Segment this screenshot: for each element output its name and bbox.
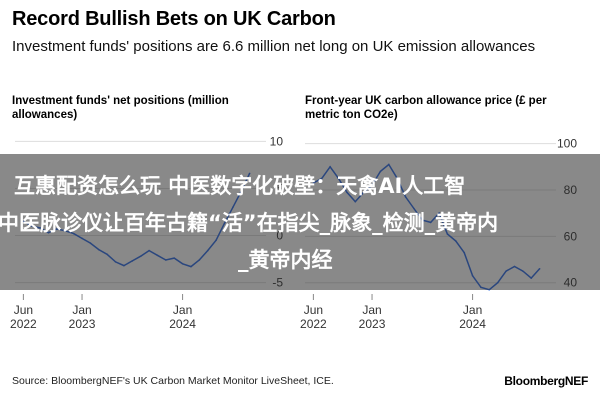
x-tick-label: Jun <box>14 303 33 317</box>
x-tick-label: Jan <box>72 303 91 317</box>
source-note: Source: BloombergNEF's UK Carbon Market … <box>12 375 334 387</box>
x-tick-label: 2024 <box>459 317 486 331</box>
panel-2-title-line2: metric ton CO2e) <box>305 109 398 121</box>
overlay-text-line-2[interactable]: 中医脉诊仪让百年古籍“活”在指尖_脉象_检测_黄帝内 <box>0 211 499 235</box>
ad-overlay-banner[interactable] <box>0 154 600 290</box>
panel-1-title-line1: Investment funds' net positions (million <box>12 95 229 107</box>
x-tick-label: Jan <box>173 303 192 317</box>
overlay-text-line-1[interactable]: 互惠配资怎么玩 中医数字化破壁：天禽AI人工智 <box>14 174 466 198</box>
bloombergnef-logo: BloombergNEF <box>504 374 588 388</box>
overlay-text-line-3[interactable]: _黄帝内经 <box>238 248 333 272</box>
x-tick-label: 2022 <box>10 317 37 331</box>
panel-1-title-line2: allowances) <box>12 109 77 121</box>
x-tick-label: 2023 <box>359 317 386 331</box>
x-tick-label: 2023 <box>69 317 96 331</box>
panel-2-title-line1: Front-year UK carbon allowance price (£ … <box>305 95 547 107</box>
x-tick-label: 2024 <box>169 317 196 331</box>
x-tick-label: Jan <box>362 303 381 317</box>
chart-subtitle: Investment funds' positions are 6.6 mill… <box>12 38 536 55</box>
chart-title: Record Bullish Bets on UK Carbon <box>12 8 336 30</box>
x-tick-label: Jun <box>304 303 323 317</box>
x-tick-label: Jan <box>463 303 482 317</box>
y-tick-label: 10 <box>270 134 284 148</box>
x-tick-label: 2022 <box>300 317 327 331</box>
y-tick-label: 100 <box>557 137 577 151</box>
